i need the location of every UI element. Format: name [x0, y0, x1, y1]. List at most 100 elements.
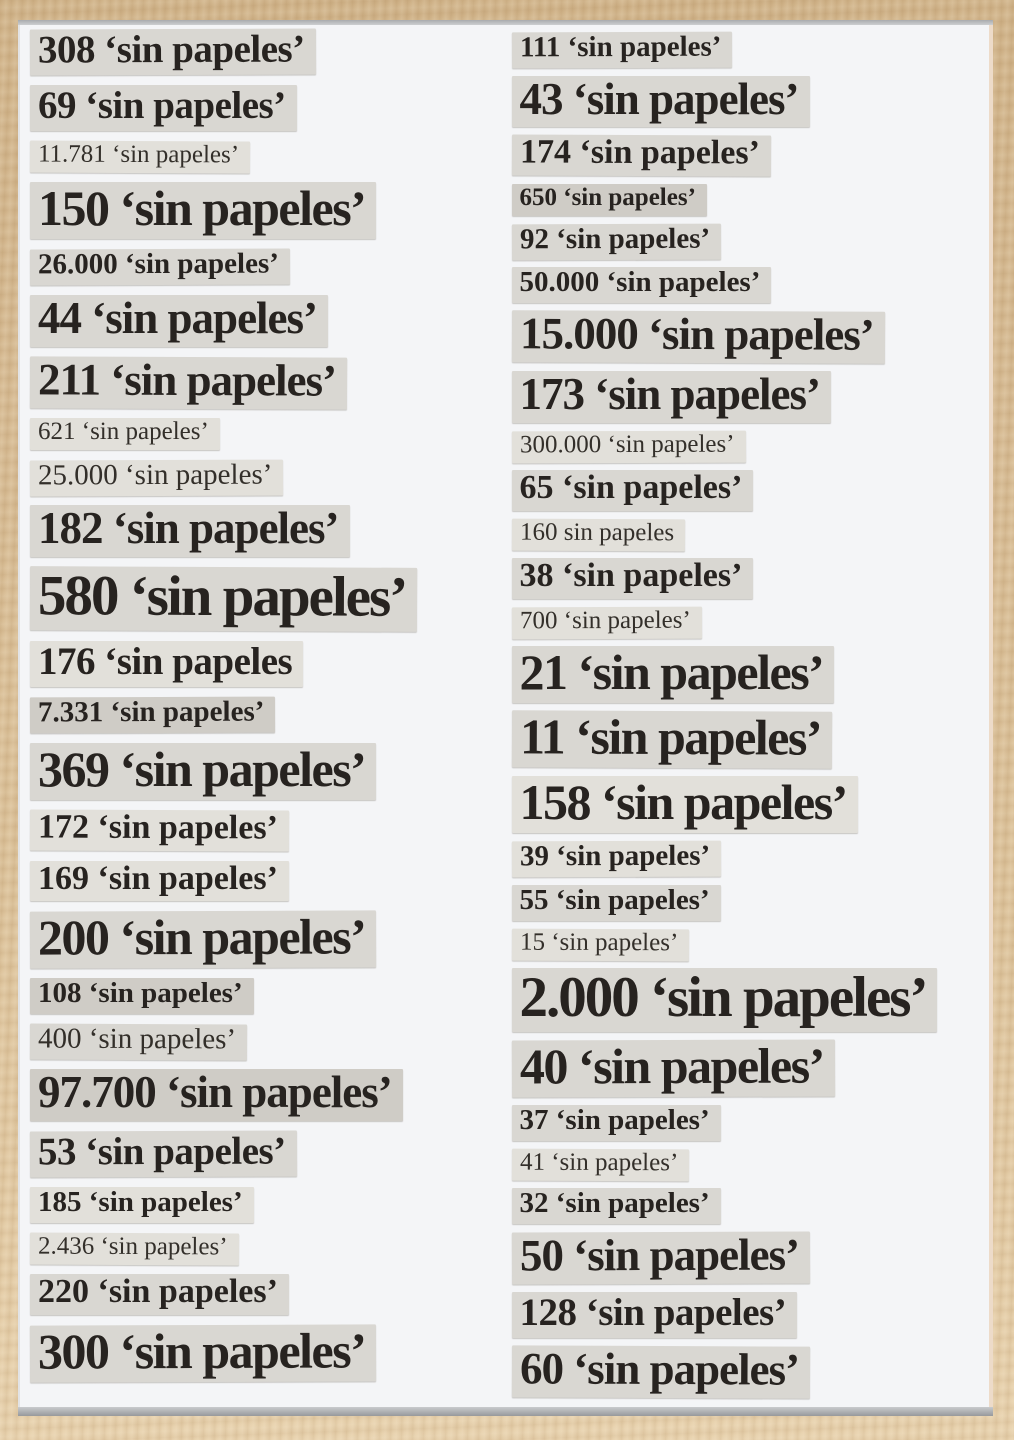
newspaper-clipping: 308 ‘sin papeles’: [29, 27, 316, 76]
newspaper-clipping: 97.700 ‘sin papeles’: [30, 1067, 403, 1122]
clipping-headline-text: 650 ‘sin papeles’: [519, 184, 696, 212]
newspaper-clipping: 621 ‘sin papeles’: [30, 418, 220, 450]
clipping-headline-text: 40 ‘sin papeles’: [519, 1037, 824, 1095]
clipping-headline-text: 2.000 ‘sin papeles’: [519, 966, 929, 1030]
newspaper-clipping: 65 ‘sin papeles’: [511, 469, 754, 511]
newspaper-clipping: 176 ‘sin papeles: [30, 641, 304, 688]
newspaper-clipping: 580 ‘sin papeles’: [29, 564, 418, 633]
clipping-headline-text: 2.436 ‘sin papeles’: [37, 1232, 228, 1260]
newspaper-clipping: 53 ‘sin papeles’: [29, 1129, 297, 1178]
newspaper-clipping: 300.000 ‘sin papeles’: [511, 430, 746, 463]
clipping-headline-text: 169 ‘sin papeles’: [38, 859, 278, 897]
newspaper-clipping: 211 ‘sin papeles’: [29, 353, 348, 410]
clipping-headline-text: 108 ‘sin papeles’: [38, 977, 243, 1010]
clipping-headline-text: 60 ‘sin papeles’: [519, 1342, 799, 1395]
newspaper-clipping: 44 ‘sin papeles’: [30, 292, 329, 347]
white-board: 308 ‘sin papeles’ 69 ‘sin papeles’ 11.781 …: [18, 20, 993, 1416]
newspaper-clipping: 158 ‘sin papeles’: [511, 774, 858, 834]
newspaper-clipping: 173 ‘sin papeles’: [511, 368, 832, 423]
newspaper-clipping: 169 ‘sin papeles’: [30, 859, 289, 902]
newspaper-clipping: 111 ‘sin papeles’: [511, 30, 732, 68]
newspaper-clipping: 650 ‘sin papeles’: [511, 184, 707, 216]
clipping-headline-text: 92 ‘sin papeles’: [519, 222, 710, 255]
clipping-headline-text: 32 ‘sin papeles’: [519, 1187, 710, 1220]
newspaper-clipping: 50.000 ‘sin papeles’: [511, 266, 772, 303]
clipping-headline-text: 580 ‘sin papeles’: [37, 564, 407, 630]
clipping-headline-text: 400 ‘sin papeles’: [37, 1022, 237, 1056]
newspaper-clipping: 15.000 ‘sin papeles’: [511, 308, 885, 364]
newspaper-clipping: 21 ‘sin papeles’: [511, 644, 835, 704]
clipping-headline-text: 182 ‘sin papeles’: [38, 503, 340, 554]
clipping-headline-text: 50.000 ‘sin papeles’: [519, 266, 761, 299]
clipping-headline-text: 53 ‘sin papeles’: [37, 1129, 286, 1174]
left-column: 308 ‘sin papeles’ 69 ‘sin papeles’ 11.781 …: [29, 27, 512, 1416]
clipping-headline-text: 700 ‘sin papeles’: [519, 606, 691, 635]
clipping-headline-text: 160 sin papeles: [519, 518, 674, 547]
newspaper-clipping: 200 ‘sin papeles’: [29, 908, 377, 969]
clipping-headline-text: 41 ‘sin papeles’: [519, 1148, 678, 1177]
clipping-headline-text: 128 ‘sin papeles’: [519, 1290, 787, 1334]
newspaper-clipping: 69 ‘sin papeles’: [30, 83, 297, 131]
clipping-headline-text: 211 ‘sin papeles’: [37, 353, 337, 406]
clipping-headline-text: 173 ‘sin papeles’: [519, 368, 822, 419]
newspaper-clipping: 2.000 ‘sin papeles’: [511, 966, 938, 1033]
clipping-headline-text: 69 ‘sin papeles’: [38, 83, 286, 127]
clipping-headline-text: 43 ‘sin papeles’: [519, 73, 800, 124]
clipping-headline-text: 185 ‘sin papeles’: [38, 1185, 243, 1218]
newspaper-clipping: 182 ‘sin papeles’: [30, 503, 350, 558]
clipping-headline-text: 7.331 ‘sin papeles’: [37, 695, 265, 729]
newspaper-clipping: 50 ‘sin papeles’: [511, 1229, 810, 1285]
newspaper-clipping: 39 ‘sin papeles’: [511, 840, 721, 878]
clipping-headline-text: 37 ‘sin papeles’: [519, 1104, 710, 1137]
clipping-headline-text: 300.000 ‘sin papeles’: [519, 430, 735, 458]
newspaper-clipping: 150 ‘sin papeles’: [30, 182, 377, 240]
clipping-headline-text: 308 ‘sin papeles’: [37, 27, 305, 72]
clipping-headline-text: 39 ‘sin papeles’: [519, 840, 710, 873]
clipping-headline-text: 25.000 ‘sin papeles’: [37, 458, 273, 492]
newspaper-clipping: 11.781 ‘sin papeles’: [29, 140, 251, 173]
newspaper-clipping: 26.000 ‘sin papeles’: [29, 248, 290, 286]
newspaper-clipping: 40 ‘sin papeles’: [511, 1037, 835, 1098]
newspaper-clipping: 300 ‘sin papeles’: [29, 1322, 377, 1383]
clipping-headline-text: 369 ‘sin papeles’: [38, 740, 367, 797]
newspaper-clipping: 43 ‘sin papeles’: [511, 73, 810, 128]
newspaper-clipping: 41 ‘sin papeles’: [511, 1148, 689, 1181]
clipping-headline-text: 65 ‘sin papeles’: [519, 469, 743, 507]
newspaper-clipping: 172 ‘sin papeles’: [29, 808, 290, 852]
clipping-headline-text: 621 ‘sin papeles’: [38, 418, 209, 446]
newspaper-clipping: 700 ‘sin papeles’: [511, 606, 702, 639]
newspaper-clipping: 174 ‘sin papeles’: [511, 133, 771, 177]
newspaper-clipping: 55 ‘sin papeles’: [511, 884, 721, 921]
clipping-headline-text: 55 ‘sin papeles’: [519, 884, 710, 916]
clipping-headline-text: 97.700 ‘sin papeles’: [38, 1067, 393, 1118]
clipping-headline-text: 21 ‘sin papeles’: [519, 644, 825, 701]
clipping-headline-text: 44 ‘sin papeles’: [38, 292, 318, 343]
clipping-headline-text: 15.000 ‘sin papeles’: [519, 308, 874, 360]
newspaper-clipping: 369 ‘sin papeles’: [30, 740, 377, 800]
clipping-headline-text: 172 ‘sin papeles’: [37, 808, 279, 847]
clipping-headline-text: 38 ‘sin papeles’: [519, 557, 743, 595]
newspaper-clipping: 400 ‘sin papeles’: [29, 1022, 248, 1060]
newspaper-clipping: 108 ‘sin papeles’: [30, 978, 254, 1014]
clipping-headline-text: 158 ‘sin papeles’: [519, 774, 849, 831]
newspaper-clipping: 160 sin papeles: [511, 518, 685, 551]
clipping-headline-text: 15 ‘sin papeles’: [519, 928, 678, 956]
clipping-headline-text: 111 ‘sin papeles’: [519, 30, 721, 64]
newspaper-clipping: 38 ‘sin papeles’: [511, 557, 754, 599]
newspaper-clipping: 128 ‘sin papeles’: [511, 1290, 798, 1338]
newspaper-clipping: 37 ‘sin papeles’: [511, 1104, 721, 1141]
clipping-headline-text: 174 ‘sin papeles’: [519, 133, 760, 172]
newspaper-clipping: 2.436 ‘sin papeles’: [29, 1232, 239, 1265]
newspaper-clipping: 185 ‘sin papeles’: [30, 1185, 254, 1223]
clipping-headline-text: 300 ‘sin papeles’: [37, 1322, 366, 1380]
newspaper-clipping: 11 ‘sin papeles’: [511, 709, 832, 770]
newspaper-clipping: 60 ‘sin papeles’: [511, 1342, 810, 1399]
newspaper-clipping: 220 ‘sin papeles’: [30, 1274, 289, 1315]
clippings-layout: 308 ‘sin papeles’ 69 ‘sin papeles’ 11.781 …: [18, 20, 993, 1416]
clipping-headline-text: 220 ‘sin papeles’: [38, 1273, 278, 1311]
newspaper-clipping: 25.000 ‘sin papeles’: [29, 458, 284, 496]
right-column: 111 ‘sin papeles’ 43 ‘sin papeles’ 174 ‘si…: [511, 29, 994, 1416]
newspaper-clipping: 32 ‘sin papeles’: [511, 1187, 721, 1224]
clipping-headline-text: 200 ‘sin papeles’: [37, 908, 366, 966]
